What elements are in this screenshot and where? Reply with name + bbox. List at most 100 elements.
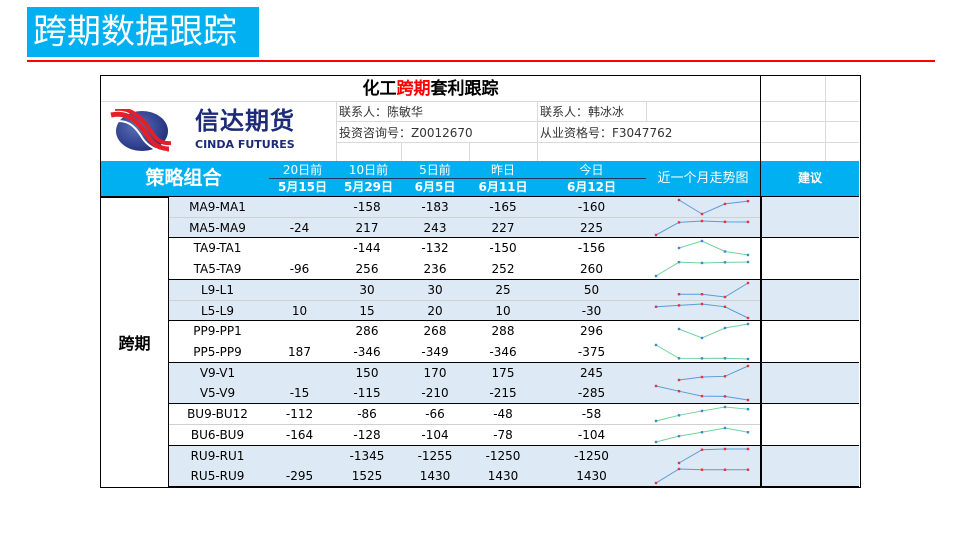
table-row: MA5-MA9 -24 217 243 227 225 bbox=[169, 217, 761, 239]
value-cell: 10 bbox=[495, 303, 511, 318]
value-cell: 170 bbox=[423, 365, 447, 380]
value-cell: -150 bbox=[489, 241, 517, 256]
sparkline-line bbox=[678, 240, 749, 256]
sparkline-marker bbox=[746, 357, 750, 361]
value-cell: 50 bbox=[583, 282, 600, 297]
value-cell: 260 bbox=[580, 262, 603, 277]
table-row: RU5-RU9 -295 1525 1430 1430 1430 bbox=[169, 466, 761, 488]
sparkline-marker bbox=[677, 261, 681, 264]
header-strategy: 策略组合 bbox=[145, 167, 222, 189]
value-cell: -346 bbox=[489, 345, 517, 360]
sparkline-marker bbox=[723, 250, 727, 254]
value-cell: 217 bbox=[355, 220, 379, 235]
sparkline-marker bbox=[746, 316, 750, 319]
strategy-name: L9-L1 bbox=[201, 282, 234, 297]
strategy-name: V9-V1 bbox=[199, 365, 236, 380]
sparkline-marker bbox=[700, 240, 704, 243]
value-cell: 30 bbox=[359, 282, 375, 297]
advice-cell[interactable] bbox=[761, 238, 859, 280]
table-row: BU6-BU9 -164 -128 -104 -78 -104 bbox=[169, 424, 761, 446]
sparkline-marker bbox=[700, 302, 704, 305]
value-cell: -104 bbox=[577, 427, 606, 442]
sparkline bbox=[654, 219, 750, 236]
sparkline-marker bbox=[654, 233, 658, 236]
value-cell: -1250 bbox=[485, 448, 521, 463]
advice-cell[interactable] bbox=[761, 445, 859, 488]
strategy-name: BU6-BU9 bbox=[190, 427, 245, 442]
sparkline-marker bbox=[677, 434, 681, 438]
value-cell: -285 bbox=[577, 386, 606, 401]
sparkline-marker bbox=[677, 390, 681, 393]
sparkline-marker bbox=[723, 295, 727, 299]
sparkline-marker bbox=[677, 328, 681, 331]
title-highlight: 跨期 bbox=[396, 78, 431, 99]
value-cell: 296 bbox=[580, 324, 603, 339]
advice-cell[interactable] bbox=[761, 279, 859, 322]
sparkline-line bbox=[655, 406, 749, 422]
contact-1: 联系人：陈敏华 bbox=[339, 104, 424, 119]
sparkline-marker bbox=[723, 374, 727, 378]
sparkline-marker bbox=[723, 202, 727, 206]
strategy-name: L5-L9 bbox=[201, 303, 234, 318]
cinda-logo: 信达期货 CINDA FUTURES bbox=[109, 107, 334, 159]
value-cell bbox=[266, 321, 333, 342]
value-cell: 243 bbox=[423, 220, 447, 235]
value-cell: -86 bbox=[357, 407, 377, 422]
row-divider bbox=[169, 237, 859, 239]
sparkline-marker bbox=[654, 440, 658, 444]
header-col-date: 6月5日 bbox=[414, 180, 456, 194]
value-cell: -128 bbox=[353, 427, 381, 442]
sparkline-marker bbox=[746, 364, 750, 367]
value-cell: -115 bbox=[353, 386, 381, 401]
header-col-label: 5日前 bbox=[419, 163, 451, 177]
value-cell: 15 bbox=[359, 303, 375, 318]
value-cell: 187 bbox=[288, 345, 311, 360]
value-cell: 1430 bbox=[419, 469, 451, 484]
value-cell: -165 bbox=[489, 200, 517, 214]
sparkline-marker bbox=[746, 408, 750, 411]
strategy-name: TA5-TA9 bbox=[193, 262, 242, 277]
value-cell bbox=[266, 238, 333, 259]
value-cell: 20 bbox=[427, 303, 443, 318]
sparkline-line bbox=[679, 282, 749, 298]
sparkline-marker bbox=[723, 395, 727, 399]
advice-cell[interactable] bbox=[761, 197, 859, 239]
sparkline-line bbox=[655, 220, 749, 236]
row-divider bbox=[169, 486, 859, 488]
value-cell: -104 bbox=[421, 427, 449, 442]
contact-2: 联系人：韩冰冰 bbox=[540, 104, 625, 119]
value-cell: -164 bbox=[285, 427, 314, 442]
value-cell: -78 bbox=[493, 427, 513, 442]
sparkline bbox=[654, 426, 750, 444]
sparkline-marker bbox=[746, 430, 750, 434]
value-cell: 245 bbox=[580, 365, 603, 380]
qualification-license: 从业资格号：F3047762 bbox=[540, 125, 673, 140]
sparkline-marker bbox=[723, 405, 727, 409]
table-row: MA9-MA1 -158 -183 -165 -160 bbox=[169, 197, 761, 218]
sparkline bbox=[677, 281, 750, 299]
sparkline-marker bbox=[746, 199, 750, 203]
table-row: TA5-TA9 -96 256 236 252 260 bbox=[169, 259, 761, 281]
sparkline bbox=[654, 405, 750, 423]
header-col-date: 6月11日 bbox=[478, 180, 528, 194]
value-cell: -24 bbox=[289, 220, 310, 235]
value-cell: -58 bbox=[581, 407, 602, 422]
sparkline-marker bbox=[677, 468, 681, 471]
table-row: V5-V9 -15 -115 -210 -215 -285 bbox=[169, 383, 761, 405]
sparkline bbox=[654, 468, 750, 485]
advice-cell[interactable] bbox=[761, 321, 859, 363]
value-cell: 268 bbox=[423, 324, 447, 339]
sparkline-marker bbox=[677, 220, 681, 224]
value-cell: 225 bbox=[580, 220, 603, 235]
sparkline bbox=[654, 302, 750, 319]
sparkline-marker bbox=[654, 385, 658, 388]
row-divider bbox=[169, 320, 859, 322]
advice-cell[interactable] bbox=[761, 362, 859, 405]
strategy-name: PP5-PP9 bbox=[193, 345, 242, 360]
sparkline bbox=[677, 240, 750, 257]
advice-cell[interactable] bbox=[761, 404, 859, 446]
value-cell: 150 bbox=[355, 365, 379, 380]
value-cell: 1430 bbox=[487, 469, 519, 484]
value-cell: 286 bbox=[355, 324, 379, 339]
strategy-name: RU5-RU9 bbox=[190, 469, 245, 484]
